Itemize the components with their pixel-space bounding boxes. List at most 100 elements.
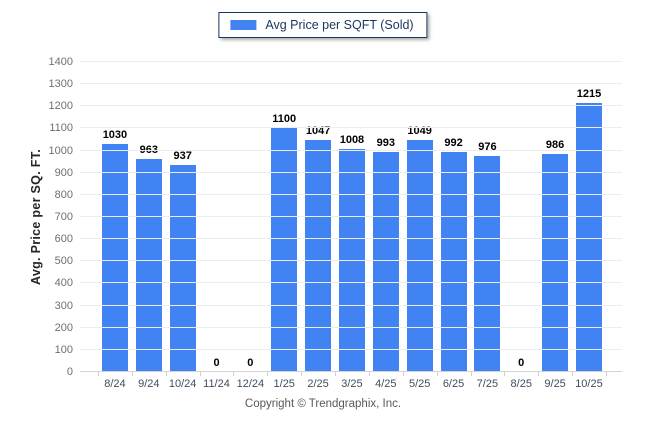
y-tick-label: 1100 xyxy=(49,122,73,135)
axis-boundary-tick xyxy=(233,372,235,376)
gridline xyxy=(80,348,622,350)
gridline xyxy=(80,304,622,306)
x-tick-label: 3/25 xyxy=(341,378,363,390)
x-tick-label: 8/25 xyxy=(510,378,532,390)
x-tick-label: 1/25 xyxy=(273,378,295,390)
x-tick-label: 10/25 xyxy=(575,378,603,390)
axis-boundary-tick xyxy=(267,372,269,376)
axis-boundary-tick xyxy=(504,372,506,376)
bar-slot: 993 xyxy=(369,62,403,372)
bar xyxy=(440,152,467,372)
bar-value-label: 0 xyxy=(518,357,525,369)
bar-value-label: 993 xyxy=(376,137,395,150)
bar-value-label: 0 xyxy=(213,357,220,369)
bar-slot: 986 xyxy=(538,62,572,372)
axis-boundary-tick xyxy=(98,372,99,376)
bar-slot: 1030 xyxy=(98,62,132,372)
x-tick-label: 9/25 xyxy=(544,378,566,390)
x-tick-label: 9/24 xyxy=(138,378,160,390)
x-axis-labels: 8/24 9/24 10/24 11/24 12/24 1/25 2/25 3/25 4/25 5… xyxy=(98,378,606,390)
bar-value-label: 986 xyxy=(545,138,565,151)
bar xyxy=(305,140,332,372)
gridline xyxy=(80,83,622,85)
bar-slot: 1047 xyxy=(301,62,335,372)
y-tick-label: 200 xyxy=(54,321,73,334)
y-tick-label: 100 xyxy=(54,343,73,356)
bar-slot: 992 xyxy=(437,62,471,372)
y-tick-label: 1200 xyxy=(48,100,73,113)
y-tick-label: 0 xyxy=(66,366,73,378)
y-tick-label: 700 xyxy=(54,211,73,223)
axis-boundary-tick xyxy=(436,372,438,376)
gridline xyxy=(80,149,622,151)
y-tick-label: 800 xyxy=(54,188,73,201)
axis-boundary-tick xyxy=(606,372,607,376)
y-tick-label: 600 xyxy=(54,233,73,246)
plot-area: 1030 963 937 0 0 1100 1047 1008 993 1049 992 976 0 98… xyxy=(49,56,622,378)
bar xyxy=(169,164,196,372)
bar-slot: 976 xyxy=(470,62,504,372)
axis-boundary-tick xyxy=(368,372,370,376)
bar-value-label: 992 xyxy=(444,137,463,150)
bar-slot: 963 xyxy=(132,62,166,372)
bar xyxy=(135,158,162,372)
bar-value-label: 1030 xyxy=(102,128,128,141)
bar-value-label: 1008 xyxy=(339,133,365,146)
y-tick-label: 1300 xyxy=(48,78,73,91)
x-axis-line xyxy=(80,371,622,372)
bar-slot: 0 xyxy=(200,62,234,372)
bars-layer: 1030 963 937 0 0 1100 1047 1008 993 1049 992 976 0 98… xyxy=(98,62,607,376)
bar-value-label: 937 xyxy=(173,149,192,162)
y-tick-label: 500 xyxy=(54,255,73,268)
y-tick-label: 400 xyxy=(54,277,73,290)
gridline xyxy=(80,260,622,262)
x-tick-label: 7/25 xyxy=(476,378,499,390)
legend-series-swatch-icon xyxy=(230,20,257,30)
gridline xyxy=(80,326,622,328)
gridline xyxy=(80,238,622,240)
x-tick-label: 4/25 xyxy=(375,378,397,390)
gridline xyxy=(80,105,622,107)
y-tick-label: 900 xyxy=(54,166,73,179)
gridline xyxy=(80,61,622,62)
bar-value-label: 1215 xyxy=(576,87,602,100)
y-tick-label: 1400 xyxy=(48,56,73,68)
gridline xyxy=(80,282,622,284)
gridline xyxy=(80,193,622,195)
copyright-text: Copyright © Trendgraphix, Inc. xyxy=(244,398,402,410)
axis-boundary-tick xyxy=(402,372,404,376)
y-tick-label: 1000 xyxy=(48,144,73,157)
y-tick-label: 300 xyxy=(54,299,73,312)
gridline xyxy=(80,171,622,173)
bar xyxy=(406,139,433,372)
bar-slot: 937 xyxy=(166,62,200,372)
bar-slot: 1215 xyxy=(572,62,606,372)
bar xyxy=(542,153,569,372)
bar-slot: 0 xyxy=(233,62,267,372)
bar-slot: 0 xyxy=(504,62,538,372)
axis-boundary-tick xyxy=(572,372,574,376)
bar xyxy=(474,155,501,372)
gridline xyxy=(80,216,622,217)
bar-value-label: 1100 xyxy=(272,113,297,126)
bar xyxy=(372,152,399,372)
axis-boundary-tick xyxy=(199,372,201,376)
axis-boundary-tick xyxy=(301,372,303,376)
bar-slot: 1049 xyxy=(403,62,437,372)
x-tick-label: 12/24 xyxy=(236,378,265,390)
bar xyxy=(101,143,128,372)
x-tick-label: 2/25 xyxy=(307,378,329,390)
bar-slot: 1008 xyxy=(335,62,369,372)
gridline xyxy=(80,127,622,129)
x-tick-label: 5/25 xyxy=(408,378,431,390)
x-tick-label: 8/24 xyxy=(104,378,126,390)
axis-boundary-tick xyxy=(335,372,337,376)
legend: Avg Price per SQFT (Sold) xyxy=(218,12,428,38)
bar-value-label: 976 xyxy=(478,140,497,153)
x-tick-label: 6/25 xyxy=(442,378,465,390)
axis-boundary-tick xyxy=(470,372,472,376)
axis-boundary-tick xyxy=(131,372,133,376)
x-tick-label: 11/24 xyxy=(203,378,230,390)
x-tick-label: 10/24 xyxy=(168,378,197,390)
